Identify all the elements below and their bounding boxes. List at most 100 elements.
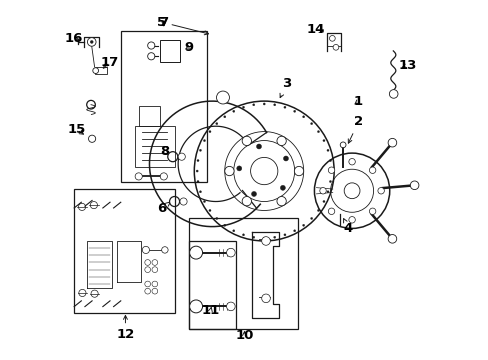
Circle shape [329,180,331,183]
Circle shape [273,236,275,238]
Circle shape [152,281,158,287]
Circle shape [310,217,312,220]
Circle shape [203,201,205,203]
Circle shape [332,44,338,50]
Circle shape [283,156,288,161]
Circle shape [263,103,265,105]
Circle shape [90,41,93,43]
Circle shape [327,208,334,215]
Circle shape [162,247,168,253]
Text: 10: 10 [235,329,253,342]
Circle shape [232,110,234,112]
Circle shape [326,149,328,152]
Text: 5: 5 [157,16,208,35]
Circle shape [232,230,234,232]
Circle shape [87,38,96,46]
Circle shape [263,237,265,239]
Circle shape [293,110,295,112]
Circle shape [199,149,201,152]
Circle shape [329,36,335,41]
Bar [121,31,206,182]
Circle shape [329,170,332,172]
Circle shape [197,180,199,183]
Circle shape [276,197,285,206]
Circle shape [276,136,285,145]
Circle shape [242,197,251,206]
Text: 8: 8 [160,145,169,158]
Circle shape [169,197,179,207]
Circle shape [189,246,202,259]
Circle shape [273,104,275,106]
Text: 7: 7 [159,16,168,29]
Circle shape [327,167,334,174]
Circle shape [317,210,319,212]
Circle shape [368,208,375,215]
Circle shape [224,224,225,226]
Circle shape [167,152,178,162]
Circle shape [250,157,277,185]
Circle shape [147,42,155,49]
Text: 3: 3 [280,77,290,98]
Circle shape [242,234,244,236]
Circle shape [152,288,158,294]
Circle shape [152,267,158,273]
Circle shape [280,185,285,190]
Circle shape [93,68,99,73]
Circle shape [224,116,225,118]
Circle shape [284,106,285,108]
Circle shape [329,159,331,162]
Text: 4: 4 [343,219,352,235]
Circle shape [387,138,396,147]
Circle shape [144,260,150,265]
Text: 16: 16 [65,32,83,45]
Circle shape [88,135,96,142]
Circle shape [261,294,270,303]
Circle shape [322,201,325,203]
Circle shape [310,122,312,125]
Circle shape [242,136,251,145]
Circle shape [144,281,150,287]
Circle shape [147,53,155,60]
Text: 6: 6 [157,202,170,215]
Circle shape [197,159,199,162]
Circle shape [368,167,375,174]
Circle shape [322,140,325,142]
Circle shape [224,166,234,176]
Circle shape [256,144,261,149]
Circle shape [319,188,325,194]
Circle shape [388,90,397,98]
Circle shape [215,217,218,220]
Text: 14: 14 [305,23,324,36]
Circle shape [344,183,359,199]
Circle shape [302,116,304,118]
Circle shape [284,234,285,236]
Circle shape [348,217,355,223]
Circle shape [252,236,254,238]
Bar [139,107,160,126]
Circle shape [261,237,270,245]
Circle shape [348,158,355,165]
Circle shape [178,153,185,160]
Circle shape [317,131,319,133]
Text: 9: 9 [184,41,193,54]
Circle shape [251,192,256,197]
Circle shape [199,191,201,193]
Circle shape [387,234,396,243]
Circle shape [326,191,328,193]
Circle shape [189,300,202,313]
Circle shape [208,210,211,212]
Circle shape [409,181,418,190]
Circle shape [302,224,304,226]
Circle shape [144,267,150,273]
Bar [188,241,235,329]
Bar [94,67,107,74]
Circle shape [160,173,167,180]
Text: 17: 17 [101,56,119,69]
Text: 12: 12 [116,315,134,341]
Circle shape [242,106,244,108]
Text: 15: 15 [67,123,85,136]
Text: 11: 11 [201,305,219,318]
Circle shape [196,170,198,172]
Circle shape [226,302,235,311]
Bar [160,40,180,62]
